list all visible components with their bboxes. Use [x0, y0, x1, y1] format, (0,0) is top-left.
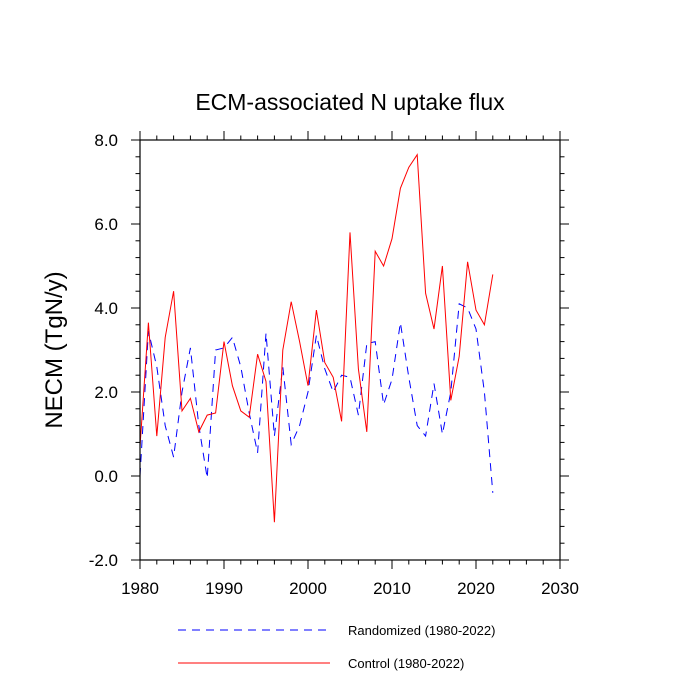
- x-tick-label: 2000: [289, 579, 327, 598]
- legend-label: Control (1980-2022): [348, 656, 464, 671]
- x-tick-label: 2010: [373, 579, 411, 598]
- x-tick-label: 1980: [121, 579, 159, 598]
- x-tick-label: 2030: [541, 579, 579, 598]
- x-tick-label: 1990: [205, 579, 243, 598]
- plot-lines: [139, 153, 494, 523]
- axis-tick-labels: 1980 1990 2000 2010 2020 2030 -2.0 0.0 2.0 4.0 6.0…: [89, 131, 579, 598]
- control-series-line: [139, 153, 494, 523]
- legend: Randomized (1980-2022) Control (1980-2022…: [178, 623, 495, 671]
- y-tick-label: 0.0: [94, 467, 118, 486]
- plot-frame: [139, 139, 561, 561]
- y-tick-label: 4.0: [94, 299, 118, 318]
- x-tick-label: 2020: [457, 579, 495, 598]
- randomized-series-line: [139, 303, 494, 493]
- chart-title: ECM-associated N uptake flux: [195, 89, 505, 115]
- y-tick-label: 2.0: [94, 383, 118, 402]
- legend-label: Randomized (1980-2022): [348, 623, 495, 638]
- y-tick-label: 6.0: [94, 215, 118, 234]
- y-tick-label: -2.0: [89, 551, 118, 570]
- y-tick-label: 8.0: [94, 131, 118, 150]
- axis-ticks: [131, 131, 569, 569]
- y-axis-label: NECM (TgN/y): [41, 271, 68, 428]
